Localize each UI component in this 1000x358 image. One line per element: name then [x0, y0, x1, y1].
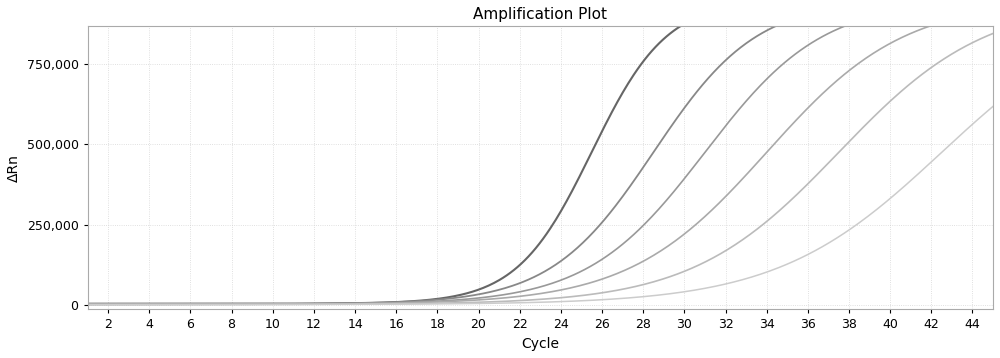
X-axis label: Cycle: Cycle	[521, 337, 559, 351]
Y-axis label: ΔRn: ΔRn	[7, 154, 21, 182]
Title: Amplification Plot: Amplification Plot	[473, 7, 607, 22]
